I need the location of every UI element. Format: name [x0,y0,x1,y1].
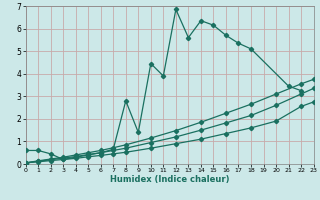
X-axis label: Humidex (Indice chaleur): Humidex (Indice chaleur) [110,175,229,184]
